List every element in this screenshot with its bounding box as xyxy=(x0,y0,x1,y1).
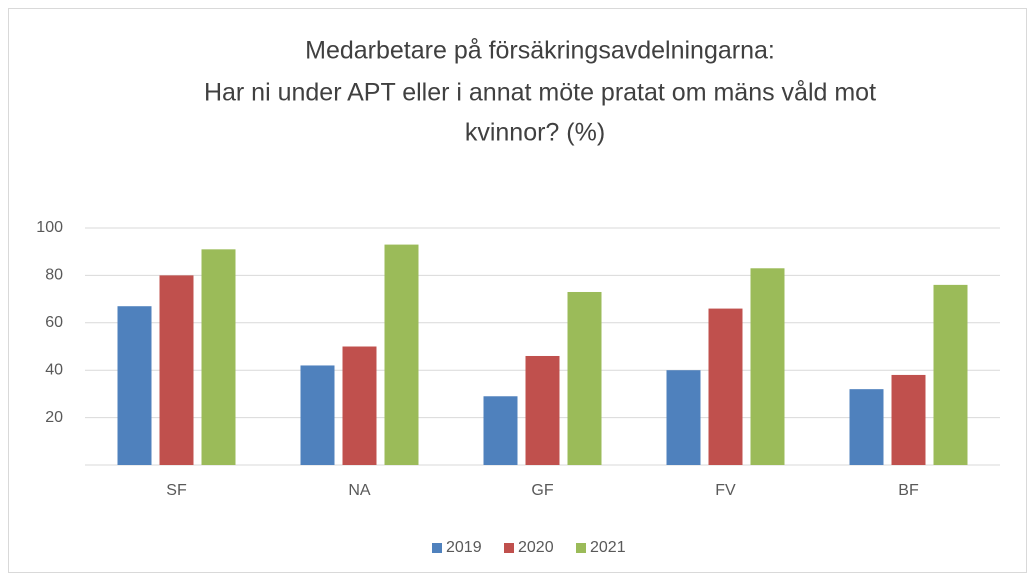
x-tick-label: NA xyxy=(348,482,371,499)
legend-label: 2020 xyxy=(518,539,554,556)
bar xyxy=(666,370,701,465)
y-tick-label: 80 xyxy=(45,267,63,284)
bar xyxy=(849,389,884,465)
legend-label: 2019 xyxy=(446,539,482,556)
y-tick-label: 100 xyxy=(36,219,63,236)
bar xyxy=(567,291,602,465)
chart-title: Medarbetare på försäkringsavdelningarna: xyxy=(305,37,775,65)
y-tick-label: 20 xyxy=(45,409,63,426)
bar xyxy=(708,308,743,465)
bar xyxy=(750,268,785,465)
bar xyxy=(159,275,194,465)
bar xyxy=(201,249,236,465)
legend-label: 2021 xyxy=(590,539,626,556)
legend-swatch xyxy=(576,543,586,553)
bar xyxy=(342,346,377,465)
x-tick-label: FV xyxy=(715,482,736,499)
bar xyxy=(891,374,926,465)
chart-title: kvinnor? (%) xyxy=(465,119,605,147)
bar xyxy=(483,396,518,465)
x-tick-label: SF xyxy=(166,482,187,499)
x-tick-label: GF xyxy=(531,482,553,499)
bar xyxy=(525,355,560,465)
bar xyxy=(933,284,968,465)
x-tick-label: BF xyxy=(898,482,919,499)
bar xyxy=(384,244,419,465)
legend-swatch xyxy=(504,543,514,553)
chart-title: Har ni under APT eller i annat möte prat… xyxy=(204,79,876,107)
bar xyxy=(117,306,152,465)
legend-swatch xyxy=(432,543,442,553)
bar xyxy=(300,365,335,465)
y-tick-label: 40 xyxy=(45,361,63,378)
y-tick-label: 60 xyxy=(45,314,63,331)
